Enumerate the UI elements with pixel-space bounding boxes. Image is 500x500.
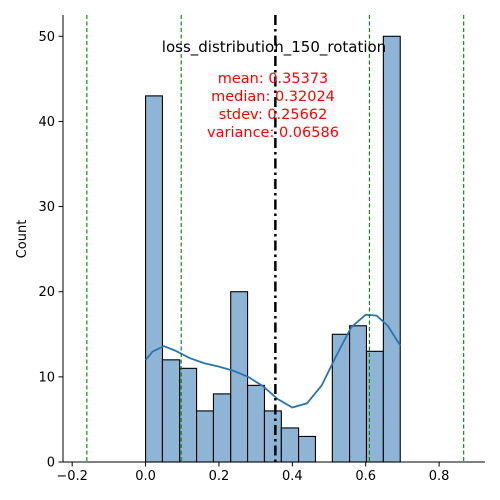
stats-line: stdev: 0.25662 [219, 107, 328, 123]
histogram-bar [247, 384, 266, 463]
histogram-bar [179, 367, 198, 463]
x-tick-label: 0.0 [135, 469, 156, 484]
chart-title: loss_distribution_150_rotation [162, 38, 386, 57]
x-tick-label: 0.6 [355, 469, 376, 484]
y-tick-label: 30 [38, 200, 55, 215]
axes: −0.2 0.0 0.2 0.4 0.6 0.8 0 10 20 30 40 50 [38, 15, 485, 484]
x-tick-label: 0.2 [209, 469, 230, 484]
histogram-bar [280, 427, 300, 463]
y-tick-label: 20 [38, 285, 55, 300]
stats-line: variance: 0.06586 [207, 125, 339, 141]
histogram-bar [230, 291, 249, 463]
histogram-bar [212, 393, 232, 463]
histogram-bar [298, 435, 317, 463]
y-tick-label: 50 [38, 30, 55, 45]
kde-curve [144, 313, 401, 409]
x-tick-label: 0.4 [282, 469, 303, 484]
histogram-bar [145, 95, 163, 463]
histogram-bar [161, 359, 181, 463]
histogram-bar [331, 333, 351, 463]
x-tick-label: −0.2 [56, 469, 88, 484]
histogram-bar [263, 410, 282, 463]
reference-lines [86, 15, 465, 462]
y-axis-label: Count [15, 220, 30, 259]
stats-line: mean: 0.35373 [218, 71, 329, 87]
histogram-bar [349, 325, 368, 463]
histogram-bars [145, 35, 401, 463]
stats-line: median: 0.32024 [211, 89, 335, 105]
x-tick-label: 0.8 [429, 469, 450, 484]
histogram-bar [196, 410, 215, 463]
histogram-bar [382, 35, 401, 463]
y-tick-label: 40 [38, 115, 55, 130]
stats-annotation: mean: 0.35373 median: 0.32024 stdev: 0.256… [207, 71, 339, 141]
y-tick-label: 0 [47, 456, 55, 471]
y-tick-label: 10 [38, 370, 55, 385]
